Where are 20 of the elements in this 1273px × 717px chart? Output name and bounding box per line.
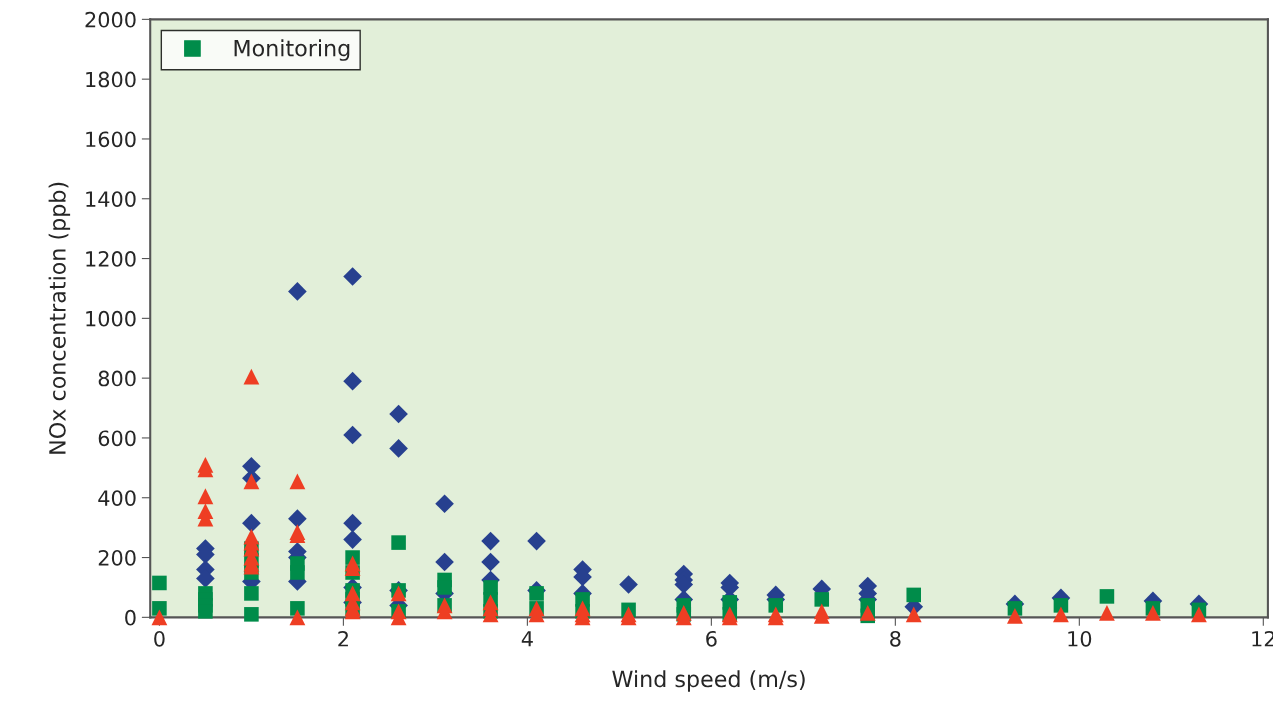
y-tick-label: 200 — [98, 549, 136, 566]
y-tick-label: 400 — [98, 490, 136, 506]
y-tick-label: 1200 — [86, 251, 136, 267]
y-tick-label: 600 — [98, 430, 136, 447]
x-tick-label: 4 — [521, 631, 533, 647]
y-tick-label: 1400 — [86, 191, 136, 207]
x-tick-label: 8 — [890, 630, 901, 647]
legend-label: Monitoring — [234, 39, 350, 61]
y-tick-label: 1800 — [86, 71, 136, 88]
y-tick-label: 1600 — [86, 131, 136, 148]
y-tick-label: 800 — [98, 370, 136, 387]
y-axis-title: NOx concentration (ppb) — [48, 182, 71, 454]
y-tick-label: 0 — [125, 609, 136, 626]
y-tick-label: 1000 — [86, 310, 136, 327]
x-tick-label: 10 — [1068, 630, 1092, 647]
y-tick-label: 2000 — [85, 11, 136, 28]
x-tick-label: 0 — [154, 630, 165, 647]
x-tick-label: 6 — [706, 630, 717, 647]
x-tick-label: 2 — [338, 630, 348, 647]
x-axis-title: Wind speed (m/s) — [612, 670, 805, 692]
